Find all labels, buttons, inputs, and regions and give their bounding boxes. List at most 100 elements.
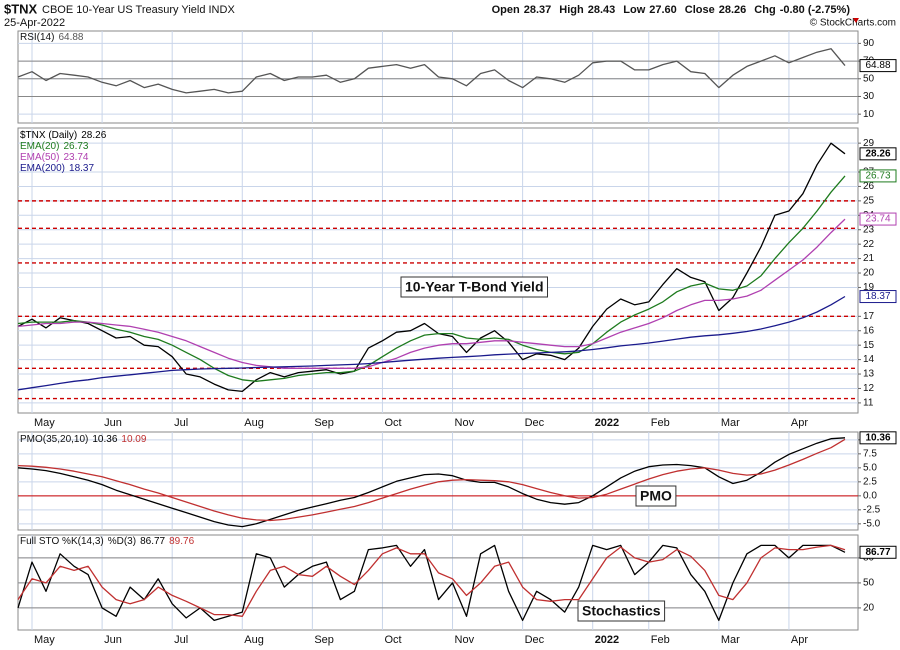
y-tick-label: 20 xyxy=(863,268,875,279)
x-tick-label: Jul xyxy=(174,634,188,646)
y-tick-label: 90 xyxy=(863,38,875,49)
quote-value: -0.80 (-2.75%) xyxy=(780,4,851,16)
legend-value: 64.88 xyxy=(58,32,83,43)
annotation-text: Stochastics xyxy=(582,603,661,619)
y-tick-label: 2.5 xyxy=(863,476,877,487)
x-tick-label: 2022 xyxy=(595,634,619,646)
annotation-text: PMO xyxy=(640,488,672,504)
legend-name: RSI(14) xyxy=(20,32,54,43)
x-tick-label: Aug xyxy=(244,634,264,646)
series-line xyxy=(17,142,846,393)
y-tick-label: 22 xyxy=(863,239,875,250)
end-label: 86.77 xyxy=(865,547,890,558)
y-tick-label: 0.0 xyxy=(863,490,877,501)
legend-value: 10.09 xyxy=(121,434,146,445)
series-line xyxy=(17,295,846,391)
series-line xyxy=(17,437,846,528)
legend-name: EMA(50) xyxy=(20,152,59,163)
end-label: 28.26 xyxy=(865,148,890,159)
legend-name: $TNX (Daily) xyxy=(20,130,77,141)
end-label-box xyxy=(859,147,897,161)
y-tick-label: 21 xyxy=(863,253,875,264)
y-tick-label: 16 xyxy=(863,325,875,336)
end-label-box xyxy=(859,545,897,559)
y-tick-label: 7.5 xyxy=(863,448,877,459)
legend-entry: RSI(14) 64.88 xyxy=(20,32,84,43)
x-tick-label: Mar xyxy=(721,634,740,646)
legend-value: 89.76 xyxy=(169,536,194,547)
legend-entry: EMA(20) 26.73 xyxy=(20,141,89,152)
series-line xyxy=(17,438,846,522)
end-label: 10.36 xyxy=(865,432,890,443)
panel xyxy=(17,127,859,414)
y-tick-label: 15 xyxy=(863,340,875,351)
x-tick-label: Dec xyxy=(525,417,545,429)
x-tick-label: 2022 xyxy=(595,417,619,429)
x-tick-label: Nov xyxy=(455,417,475,429)
y-tick-label: 11 xyxy=(863,398,874,409)
series-line xyxy=(17,544,846,622)
annotation-box xyxy=(577,600,666,622)
legend-name: EMA(20) xyxy=(20,141,59,152)
end-label: 26.73 xyxy=(865,171,890,182)
quote-label: High xyxy=(559,4,584,16)
end-label-box xyxy=(859,431,897,445)
series-line xyxy=(17,48,846,94)
y-tick-label: 5.0 xyxy=(863,462,877,473)
y-tick-label: 23 xyxy=(863,224,875,235)
symbol: $TNX xyxy=(4,1,38,16)
series-line xyxy=(17,544,846,617)
quote-label: Chg xyxy=(754,4,775,16)
quote-label: Open xyxy=(492,4,520,16)
legend-value: 18.37 xyxy=(69,163,94,174)
end-label-box xyxy=(859,212,897,226)
x-tick-label: Oct xyxy=(384,634,401,646)
y-tick-label: 30 xyxy=(863,91,875,102)
panel xyxy=(17,431,859,531)
end-label-box xyxy=(859,59,897,73)
y-tick-label: -5.0 xyxy=(863,518,881,529)
legend-value: 26.73 xyxy=(63,141,88,152)
y-tick-label: 29 xyxy=(863,138,875,149)
y-tick-label: 20 xyxy=(863,603,875,614)
legend-entry: EMA(200) 18.37 xyxy=(20,163,94,174)
y-tick-label: 19 xyxy=(863,282,875,293)
end-label: 23.74 xyxy=(865,214,890,225)
instrument-name: CBOE 10-Year US Treasury Yield INDX xyxy=(42,4,235,16)
y-tick-label: 13 xyxy=(863,369,875,380)
y-tick-label: 25 xyxy=(863,196,875,207)
x-tick-label: Mar xyxy=(721,417,740,429)
x-tick-label: Jun xyxy=(104,417,122,429)
quote-value: 28.37 xyxy=(524,4,552,16)
annotation: PMO xyxy=(635,485,677,507)
series-line xyxy=(17,175,846,382)
x-tick-label: Nov xyxy=(455,634,475,646)
end-label-box xyxy=(859,290,897,304)
x-tick-label: Dec xyxy=(525,634,545,646)
quote-value: 28.26 xyxy=(719,4,747,16)
legend-name: Full STO %K(14,3) xyxy=(20,536,104,547)
legend-entry: $TNX (Daily) 28.26 xyxy=(20,130,107,141)
legend-entry: EMA(50) 23.74 xyxy=(20,152,89,163)
quote: Open 28.37 High 28.43 Low 27.60 Close 28.26 Chg -… xyxy=(492,4,851,16)
y-tick-label: 10 xyxy=(863,109,875,120)
y-tick-label: 17 xyxy=(863,311,875,322)
end-label: 64.88 xyxy=(865,60,890,71)
legend-value: 23.74 xyxy=(63,152,88,163)
change-arrow xyxy=(853,18,859,23)
quote-value: 27.60 xyxy=(649,4,677,16)
chart-date: 25-Apr-2022 xyxy=(4,17,65,29)
y-tick-label: 12 xyxy=(863,383,875,394)
x-tick-label: Feb xyxy=(651,417,670,429)
x-tick-label: Feb xyxy=(651,634,670,646)
y-tick-label: -2.5 xyxy=(863,504,881,515)
x-tick-label: Sep xyxy=(314,417,334,429)
series-line xyxy=(17,218,846,369)
annotation-text: 10-Year T-Bond Yield xyxy=(405,279,544,295)
x-tick-label: Jul xyxy=(174,417,188,429)
x-tick-label: Jun xyxy=(104,634,122,646)
x-tick-label: Apr xyxy=(791,634,808,646)
annotation-box xyxy=(400,276,548,298)
legend-value: 10.36 xyxy=(92,434,117,445)
